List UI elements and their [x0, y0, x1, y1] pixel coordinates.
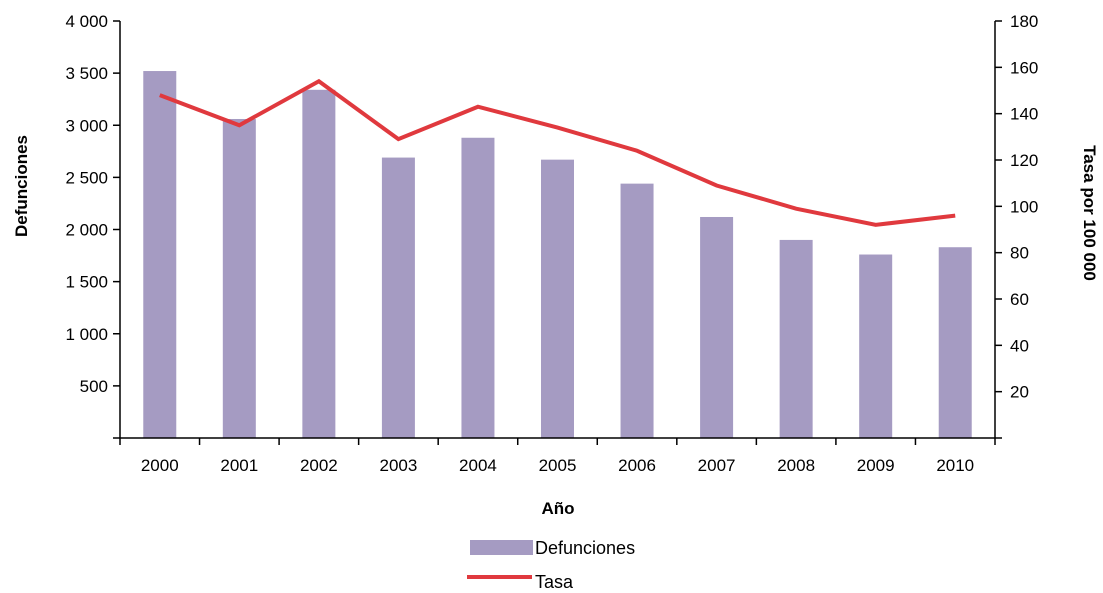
line-series: [159, 78, 956, 227]
bar-2000: [143, 71, 177, 438]
right-tick-label: 40: [1010, 336, 1029, 355]
left-tick-label: 4 000: [65, 12, 108, 31]
bar-2001: [222, 118, 256, 439]
x-tick-label: 2004: [459, 456, 497, 475]
x-tick-label: 2008: [777, 456, 815, 475]
x-tick-label: 2005: [539, 456, 577, 475]
bar-2005: [541, 159, 574, 438]
right-tick-label: 160: [1010, 58, 1038, 77]
y2-axis-title: Tasa por 100 000: [1080, 145, 1099, 281]
x-axis-ticks: 2000 2001 2002 2003 2004 2005 2006 2007 2008 2009…: [141, 456, 974, 475]
legend: Defunciones Tasa: [467, 538, 635, 592]
right-tick-label: 120: [1010, 151, 1038, 170]
right-tick-label: 60: [1010, 290, 1029, 309]
left-tick-label: 1 000: [65, 325, 108, 344]
right-tick-label: 80: [1010, 244, 1029, 263]
legend-label-tasa: Tasa: [535, 572, 574, 592]
x-tick-label: 2000: [141, 456, 179, 475]
x-tick-label: 2010: [936, 456, 974, 475]
y-axis-title: Defunciones: [12, 135, 31, 237]
right-tick-label: 20: [1010, 383, 1029, 402]
bar-2003: [381, 157, 415, 438]
right-tick-label: 180: [1010, 12, 1038, 31]
x-tick-label: 2001: [220, 456, 258, 475]
right-tick-label: 100: [1010, 197, 1038, 216]
legend-label-defunciones: Defunciones: [535, 538, 635, 558]
left-tick-label: 3 500: [65, 64, 108, 83]
x-tick-label: 2002: [300, 456, 338, 475]
left-tick-label: 3 000: [65, 116, 108, 135]
x-tick-label: 2007: [698, 456, 736, 475]
left-tick-label: 2 500: [65, 168, 108, 187]
x-tick-label: 2009: [857, 456, 895, 475]
bar-2006: [620, 183, 654, 438]
x-tick-label: 2006: [618, 456, 656, 475]
x-tick-label: 2003: [379, 456, 417, 475]
bar-2007: [700, 216, 734, 438]
bar-2009: [859, 254, 893, 438]
left-tick-label: 2 000: [65, 221, 108, 240]
legend-swatch-defunciones: [470, 540, 533, 555]
left-tick-label: 1 500: [65, 273, 108, 292]
left-tick-label: 500: [80, 377, 108, 396]
bar-2008: [779, 239, 813, 438]
left-axis-ticks: 500 1 000 1 500 2 000 2 500 3 000 3 500 4 000: [65, 12, 120, 396]
x-axis-title: Año: [541, 499, 574, 518]
right-tick-label: 140: [1010, 105, 1038, 124]
bar-2002: [302, 89, 336, 439]
bar-series: [143, 71, 972, 439]
bar-2004: [461, 137, 495, 438]
right-axis-ticks: 20 40 60 80 100 120 140 160 180: [995, 12, 1038, 402]
bar-2010: [938, 247, 972, 438]
